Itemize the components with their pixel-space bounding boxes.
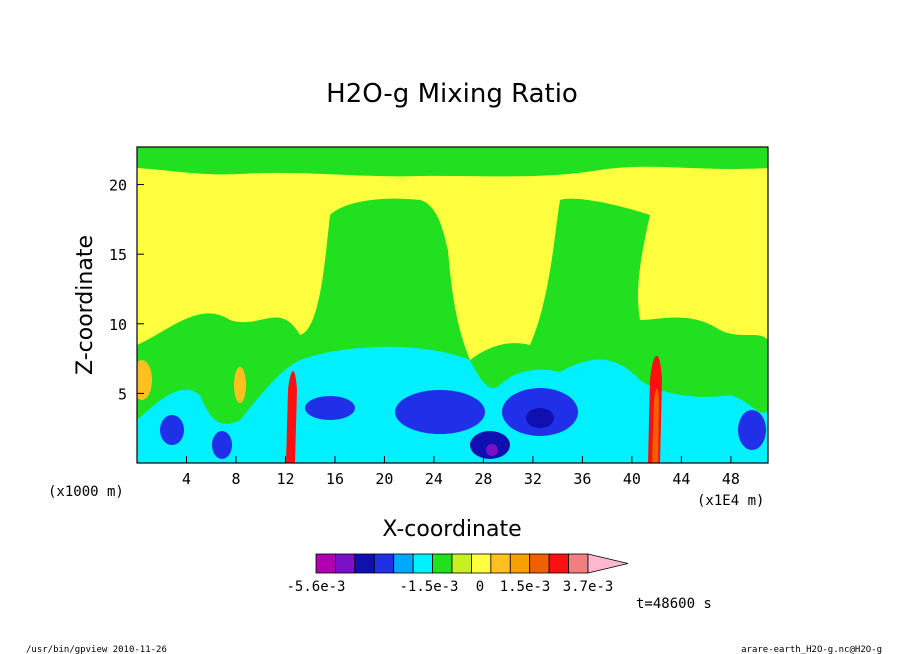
colorbar-swatch	[451, 553, 472, 574]
field-top-band	[137, 147, 768, 177]
colorbar	[315, 553, 629, 574]
colorbar-swatch	[354, 553, 375, 574]
colorbar-swatch	[490, 553, 511, 574]
x-tick-label: 16	[326, 470, 344, 488]
time-label: t=48600 s	[636, 596, 712, 612]
x-tick-label: 36	[573, 470, 591, 488]
colorbar-swatch	[548, 553, 569, 574]
colorbar-swatch	[587, 553, 629, 574]
y-tick-label: 20	[109, 177, 127, 195]
footer-right: arare-earth_H2O-g.nc@H2O-g	[741, 645, 882, 654]
x-axis-label: X-coordinate	[382, 517, 521, 542]
y-unit-label: (x1000 m)	[48, 484, 124, 500]
colorbar-swatch	[509, 553, 531, 574]
colorbar-swatch	[315, 553, 336, 574]
x-tick-label: 12	[276, 470, 294, 488]
contour-field	[137, 147, 768, 463]
x-axis: 4 8 12 16 20 24 28 32 36 40 44 48	[182, 456, 740, 488]
colorbar-swatch	[471, 553, 492, 574]
x-tick-label: 8	[231, 470, 240, 488]
colorbar-swatch	[393, 553, 414, 574]
colorbar-labels: -5.6e-3 -1.5e-3 0 1.5e-3 3.7e-3	[286, 579, 613, 595]
y-tick-label: 5	[118, 385, 127, 403]
x-tick-label: 24	[425, 470, 443, 488]
y-axis-label: Z-coordinate	[73, 235, 98, 375]
y-tick-label: 10	[109, 316, 127, 334]
colorbar-label: 3.7e-3	[563, 579, 614, 595]
colorbar-label: 1.5e-3	[500, 579, 551, 595]
x-tick-label: 28	[474, 470, 492, 488]
x-tick-label: 20	[375, 470, 393, 488]
x-tick-label: 32	[524, 470, 542, 488]
y-tick-label: 15	[109, 246, 127, 264]
colorbar-swatch	[335, 553, 356, 574]
footer-left: /usr/bin/gpview 2010-11-26	[26, 645, 167, 654]
colorbar-swatch	[432, 553, 453, 574]
colorbar-swatch	[412, 553, 433, 574]
colorbar-label: -1.5e-3	[399, 579, 458, 595]
colorbar-label: -5.6e-3	[286, 579, 345, 595]
x-tick-label: 40	[623, 470, 641, 488]
plot-frame	[136, 146, 769, 464]
x-tick-label: 48	[722, 470, 740, 488]
x-tick-label: 44	[672, 470, 690, 488]
x-unit-label: (x1E4 m)	[697, 493, 764, 509]
x-tick-label: 4	[182, 470, 191, 488]
colorbar-swatch	[529, 553, 550, 574]
chart-title: H2O-g Mixing Ratio	[326, 79, 578, 109]
y-axis: 5 10 15 20	[109, 177, 144, 403]
colorbar-swatch	[373, 553, 395, 574]
colorbar-swatch	[568, 553, 589, 574]
colorbar-label: 0	[476, 579, 484, 595]
